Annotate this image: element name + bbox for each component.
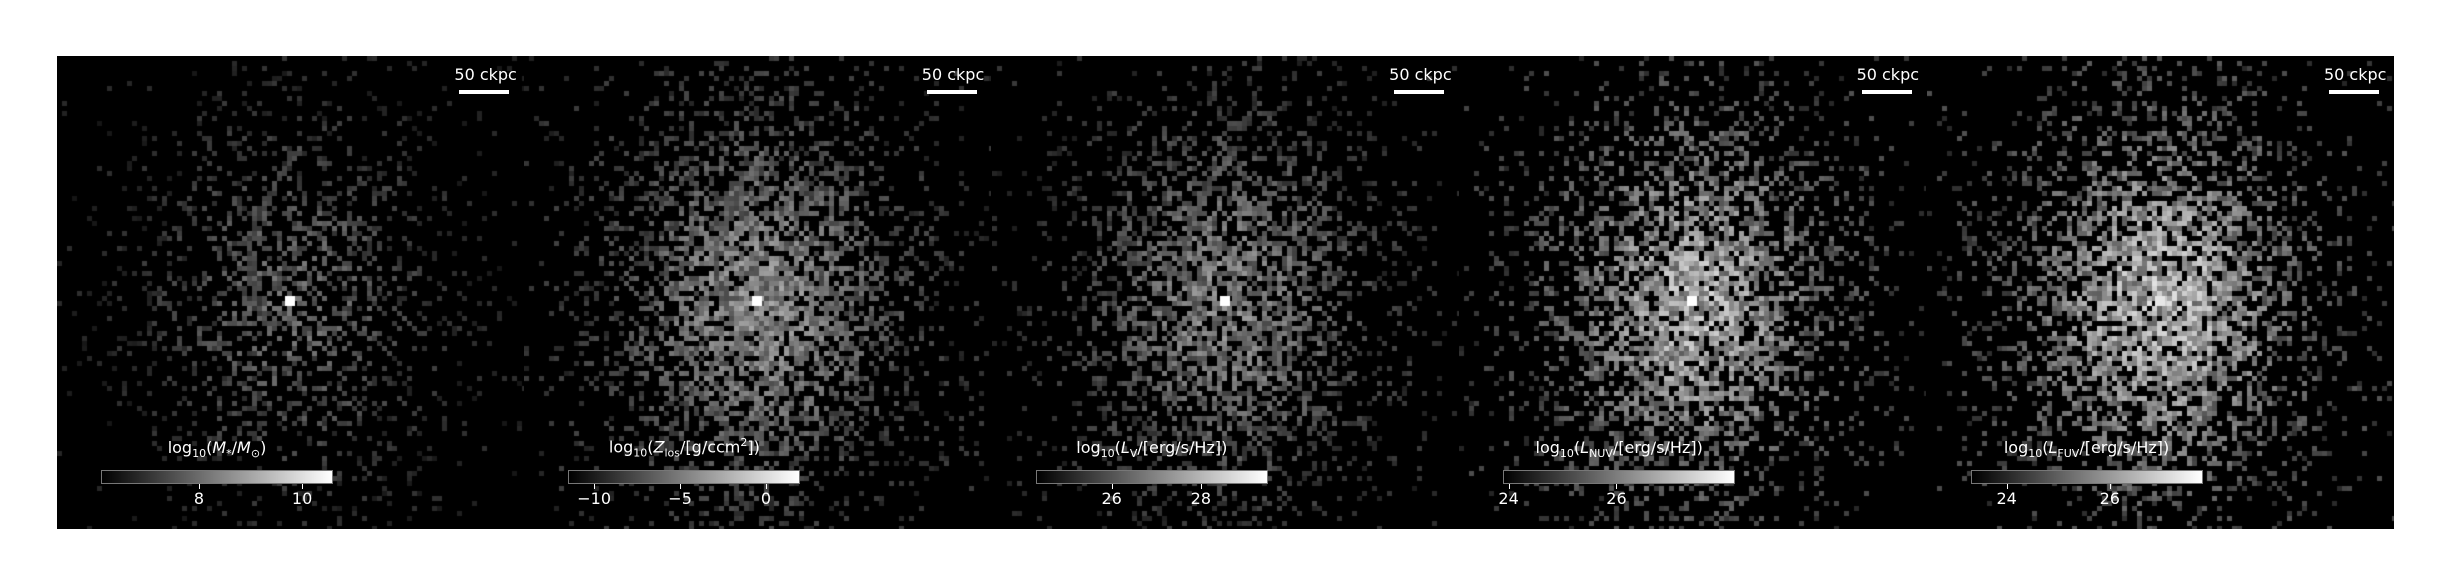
colorbar-tick: [680, 484, 682, 489]
colorbar-tick-label: 26: [1101, 489, 1122, 508]
colorbar-tick: [2109, 484, 2111, 489]
image-strip: 50 ckpc log10(M*/M⊙) 8 10 50 ckpc log10(Z…: [57, 56, 2394, 529]
colorbar: log10(LNUV/[erg/s/Hz]) 24 26: [1498, 438, 1736, 508]
colorbar-tick-label: −5: [668, 489, 692, 508]
scale-bar-label: 50 ckpc: [454, 65, 517, 84]
galaxy-image: [524, 56, 992, 529]
scale-bar: 50 ckpc: [921, 65, 985, 94]
colorbar-tick: [1200, 484, 1202, 489]
colorbar-title: log10(LNUV/[erg/s/Hz]): [1535, 437, 1703, 460]
galaxy-image: [1459, 56, 1927, 529]
colorbar: log10(M*/M⊙) 8 10: [101, 438, 333, 508]
colorbar-tick: [766, 484, 768, 489]
colorbar-tick-label: 26: [1606, 489, 1627, 508]
colorbar-tick: [198, 484, 200, 489]
galaxy-panel-1: 50 ckpc log10(M*/M⊙) 8 10: [57, 56, 525, 529]
colorbar-tick-label: 28: [1190, 489, 1212, 508]
scale-bar-label: 50 ckpc: [2323, 65, 2387, 84]
colorbar-tick-label: 24: [1996, 489, 2017, 508]
galaxy-image: [1926, 56, 2394, 529]
scale-bar-label: 50 ckpc: [921, 65, 985, 84]
galaxy-panel-4: 50 ckpc log10(LNUV/[erg/s/Hz]) 24 26: [1459, 56, 1927, 529]
colorbar-gradient: [1503, 470, 1736, 484]
colorbar-title: log10(LV/[erg/s/Hz]): [1076, 437, 1228, 460]
galaxy-image: [57, 56, 524, 529]
scale-bar: 50 ckpc: [2323, 65, 2387, 94]
scale-bar: 50 ckpc: [1389, 65, 1452, 94]
colorbar: log10(LFUV/[erg/s/Hz]) 24 26: [1970, 438, 2203, 508]
colorbar-tick: [1111, 484, 1113, 489]
colorbar-tick-label: 0: [760, 489, 772, 508]
colorbar-gradient: [568, 470, 801, 484]
colorbar: log10(Zlos/[g/ccm2]) −10 −5 0: [568, 436, 801, 508]
scale-bar: 50 ckpc: [1856, 65, 1920, 94]
colorbar-tick: [2006, 484, 2008, 489]
galaxy-panel-5: 50 ckpc log10(LFUV/[erg/s/Hz]) 24 26: [1926, 56, 2394, 529]
scale-bar-line: [1861, 90, 1912, 94]
scale-bar-label: 50 ckpc: [1856, 65, 1920, 84]
scale-bar-line: [926, 90, 977, 94]
colorbar-tick-label: 8: [193, 489, 205, 508]
colorbar-tick: [302, 484, 304, 489]
colorbar-gradient: [1035, 470, 1268, 484]
colorbar-title: log10(LFUV/[erg/s/Hz]): [2003, 437, 2170, 460]
colorbar-tick: [1616, 484, 1618, 489]
colorbar-gradient: [1970, 470, 2203, 484]
colorbar-tick-label: −10: [577, 489, 612, 508]
scale-bar: 50 ckpc: [454, 65, 517, 94]
galaxy-image: [991, 56, 1459, 529]
scale-bar-line: [2328, 90, 2379, 94]
colorbar-tick-label: 26: [2099, 489, 2120, 508]
colorbar-title: log10(M*/M⊙): [167, 437, 267, 460]
colorbar-tick: [594, 484, 596, 489]
scale-bar-label: 50 ckpc: [1389, 65, 1452, 84]
scale-bar-line: [1394, 90, 1445, 94]
scale-bar-line: [459, 90, 510, 94]
colorbar-tick-label: 10: [291, 489, 313, 508]
colorbar-tick: [1508, 484, 1510, 489]
colorbar-title: log10(Zlos/[g/ccm2]): [608, 436, 760, 460]
colorbar-gradient: [101, 470, 333, 484]
galaxy-panel-3: 50 ckpc log10(LV/[erg/s/Hz]) 26 28: [991, 56, 1460, 529]
colorbar-tick-label: 24: [1498, 489, 1519, 508]
galaxy-panel-2: 50 ckpc log10(Zlos/[g/ccm2]) −10 −5 0: [524, 56, 992, 529]
colorbar: log10(LV/[erg/s/Hz]) 26 28: [1035, 438, 1268, 508]
